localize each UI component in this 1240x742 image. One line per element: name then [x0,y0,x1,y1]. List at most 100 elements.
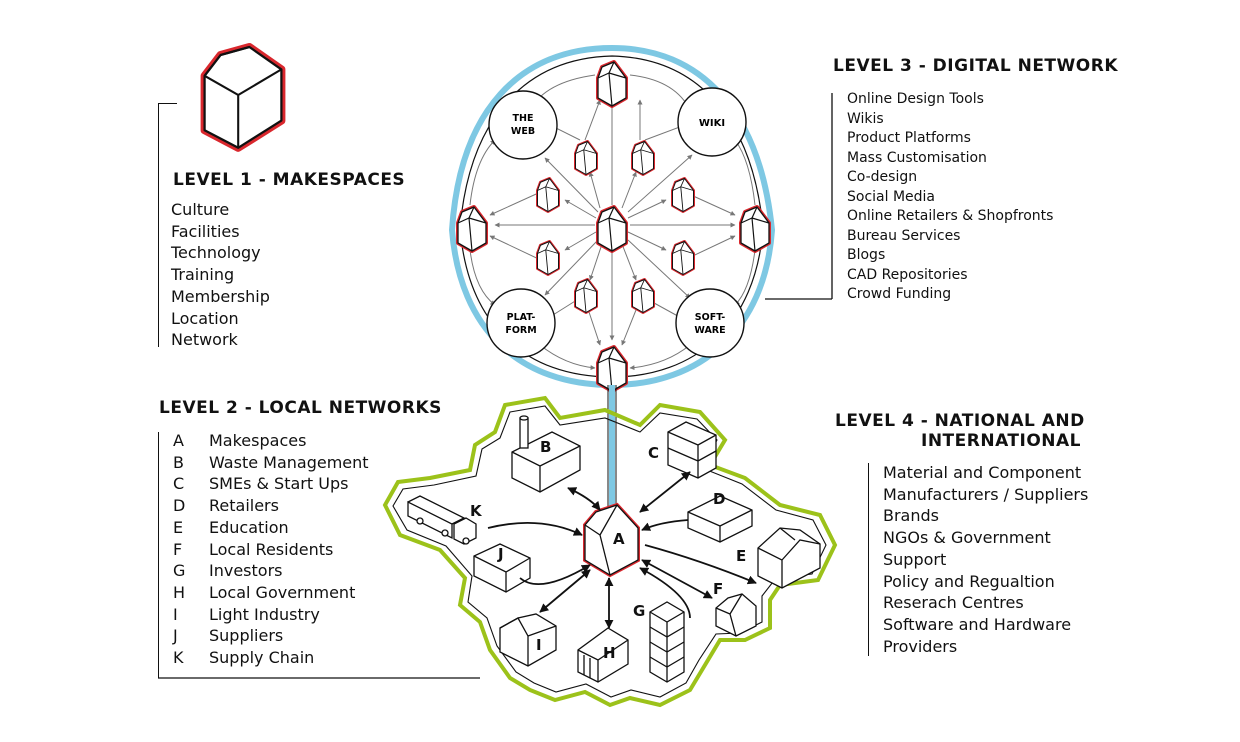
list-item: E Education [173,517,289,537]
level4-heading-line2: INTERNATIONAL [921,431,1082,451]
building-c-sme-icon [667,421,717,479]
list-item: J Suppliers [173,626,284,646]
list-item: Support [883,549,947,569]
node-software-label-1: SOFT- [695,312,725,323]
house-icon [574,278,598,314]
list-item: Facilities [171,221,240,241]
node-the-web-label-2: WEB [511,126,535,137]
list-item: Technology [171,243,261,263]
building-b-factory-icon [511,415,581,493]
local-connections [487,471,757,629]
list-item: Location [171,308,239,328]
label-b: B [540,438,551,456]
list-item: F Local Residents [173,539,334,559]
level2-list: A Makespaces B Waste Management C SMEs & St… [173,430,369,669]
building-e-education-icon [757,527,821,589]
building-i-industry-icon [499,613,557,667]
node-software: SOFT- WARE [675,288,745,358]
list-item: H Local Government [173,582,356,602]
level2-bracket [158,432,159,678]
level3-list: Online Design Tools Wikis Product Platfo… [847,90,1053,305]
building-k-truck-icon [407,495,477,545]
node-the-web: THE WEB [488,90,558,160]
house-icon [671,177,695,213]
label-c: C [648,444,659,462]
list-item: Network [171,330,238,350]
house-icon [574,140,598,176]
level4-heading-line1: LEVEL 4 - NATIONAL AND [835,411,1085,431]
list-item: Training [171,265,235,285]
level1-heading: LEVEL 1 - MAKESPACES [173,170,406,190]
list-item: Wikis [847,110,884,127]
list-item: Social Media [847,188,936,205]
building-j-warehouse-icon [473,543,531,593]
node-platform-label-1: PLAT- [507,312,536,323]
level1-list: Culture Facilities Technology Training M… [171,199,270,351]
house-icon [536,240,560,276]
list-item: I Light Industry [173,604,320,624]
label-g: G [633,602,645,620]
level4-bracket [868,463,869,656]
list-item: Brands [883,506,939,526]
node-wiki-label: WIKI [699,118,725,129]
list-item: NGOs & Government [883,528,1051,548]
node-wiki: WIKI [677,87,747,157]
list-item: Bureau Services [847,227,961,244]
list-item: Culture [171,200,230,219]
level1-bracket [158,103,177,347]
house-icon [739,205,771,253]
list-item: Providers [883,636,958,656]
list-item: K Supply Chain [173,648,315,668]
house-icon [536,177,560,213]
level2-heading: LEVEL 2 - LOCAL NETWORKS [159,398,442,418]
label-j: J [497,545,504,563]
list-item: Membership [171,286,270,306]
list-item: Blogs [847,247,886,263]
node-platform: PLAT- FORM [486,288,556,358]
local-letter-labels: A B C D E F G H I J K [470,438,746,662]
list-item: Crowd Funding [847,286,952,302]
list-item: Co-design [847,169,918,185]
node-the-web-label-1: THE [513,113,534,124]
list-item: D Retailers [173,496,279,516]
level3-heading: LEVEL 3 - DIGITAL NETWORK [833,56,1118,76]
list-item: Online Retailers & Shopfronts [847,208,1054,224]
digital-local-link [607,385,617,515]
house-icon [596,345,628,393]
building-d-retailer-icon [687,495,753,543]
label-f: F [713,580,723,598]
label-i: I [536,636,542,654]
house-icon [671,240,695,276]
list-item: C SMEs & Start Ups [173,474,349,494]
list-item: Online Design Tools [847,91,984,107]
node-platform-label-2: FORM [505,325,536,336]
house-icon [596,205,628,253]
list-item: Material and Component [883,463,1082,482]
list-item: G Investors [173,561,283,581]
list-item: Reserach Centres [883,593,1024,613]
node-software-label-2: WARE [694,325,725,336]
level4-list: Material and Component Manufacturers / S… [883,462,1088,657]
makespace-house-icon [200,42,286,152]
list-item: CAD Repositories [847,266,968,283]
connector-lines [158,93,833,679]
list-item: A Makespaces [173,431,307,450]
digital-connections [469,74,756,371]
building-g-tower-icon [649,601,685,683]
list-item: Product Platforms [847,130,971,146]
house-icon [631,278,655,314]
list-item: B Waste Management [173,452,369,472]
label-k: K [470,502,483,520]
label-h: H [603,644,616,662]
list-item: Software and Hardware [883,614,1072,634]
label-e: E [736,547,746,565]
house-icon [456,205,488,253]
building-f-house-icon [715,593,757,637]
list-item: Manufacturers / Suppliers [883,484,1089,504]
local-buildings [407,415,821,683]
label-a: A [613,530,625,548]
list-item: Mass Customisation [847,149,987,166]
house-icon [596,60,628,108]
house-icon [631,140,655,176]
